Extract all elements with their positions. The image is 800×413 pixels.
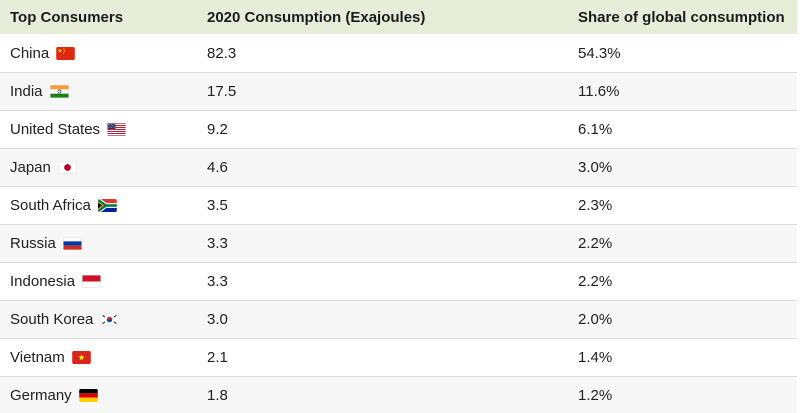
china-flag-icon [56, 47, 75, 60]
share-value: 2.2% [578, 235, 613, 252]
table-row: India 17.5 11.6% [0, 72, 797, 110]
country-cell: Vietnam [0, 349, 197, 366]
share-value: 2.2% [578, 273, 613, 290]
country-name: South Africa [10, 197, 91, 214]
country-cell: South Africa [0, 197, 197, 214]
south-korea-flag-icon [100, 313, 120, 326]
japan-flag-icon [58, 161, 77, 174]
india-flag-icon [49, 85, 69, 98]
share-value: 3.0% [578, 159, 613, 176]
table-row: Russia 3.3 2.2% [0, 224, 797, 262]
share-value: 54.3% [578, 45, 621, 62]
germany-flag-icon [78, 389, 98, 402]
consumption-value: 3.3 [207, 273, 228, 290]
table-row: South Africa 3.5 2.3% [0, 186, 797, 224]
country-name: India [10, 83, 43, 100]
table-row: China 82.3 54.3% [0, 34, 797, 72]
share-value: 1.2% [578, 387, 613, 404]
indonesia-flag-icon [82, 275, 101, 288]
share-value: 6.1% [578, 121, 613, 138]
column-header-top-consumers: Top Consumers [10, 8, 124, 26]
country-cell: India [0, 83, 197, 100]
consumption-value: 17.5 [207, 83, 237, 100]
table-row: Japan 4.6 3.0% [0, 148, 797, 186]
russia-flag-icon [63, 237, 82, 250]
country-name: Germany [10, 387, 72, 404]
country-name: South Korea [10, 311, 94, 328]
column-header-share-of-global-consumption: Share of global consumption [578, 8, 785, 26]
country-name: China [10, 45, 50, 62]
table-row: Germany 1.8 1.2% [0, 376, 797, 413]
country-cell: United States [0, 121, 197, 138]
consumption-value: 3.3 [207, 235, 228, 252]
table-row: Vietnam 2.1 1.4% [0, 338, 797, 376]
country-cell: Japan [0, 159, 197, 176]
consumption-value: 3.0 [207, 311, 228, 328]
share-value: 11.6% [578, 83, 620, 100]
consumption-value: 4.6 [207, 159, 228, 176]
share-value: 2.0% [578, 311, 613, 328]
country-cell: Indonesia [0, 273, 197, 290]
vietnam-flag-icon [71, 351, 91, 364]
country-cell: Germany [0, 387, 197, 404]
consumption-value: 1.8 [207, 387, 228, 404]
country-cell: China [0, 45, 197, 62]
column-header-2020-consumption: 2020 Consumption (Exajoules) [207, 8, 426, 26]
country-name: Japan [10, 159, 51, 176]
share-value: 2.3% [578, 197, 613, 214]
country-name: Russia [10, 235, 56, 252]
south-africa-flag-icon [97, 199, 117, 212]
consumption-value: 3.5 [207, 197, 228, 214]
consumption-value: 9.2 [207, 121, 228, 138]
share-value: 1.4% [578, 349, 613, 366]
consumption-value: 2.1 [207, 349, 228, 366]
united-states-flag-icon [107, 123, 126, 136]
country-cell: Russia [0, 235, 197, 252]
country-cell: South Korea [0, 311, 197, 328]
country-name: United States [10, 121, 101, 138]
table-header-row: Top Consumers 2020 Consumption (Exajoule… [0, 0, 797, 34]
consumption-value: 82.3 [207, 45, 237, 62]
country-name: Vietnam [10, 349, 65, 366]
table-row: Indonesia 3.3 2.2% [0, 262, 797, 300]
table-row: United States 9.2 6.1% [0, 110, 797, 148]
table-row: South Korea 3.0 2.0% [0, 300, 797, 338]
country-name: Indonesia [10, 273, 76, 290]
